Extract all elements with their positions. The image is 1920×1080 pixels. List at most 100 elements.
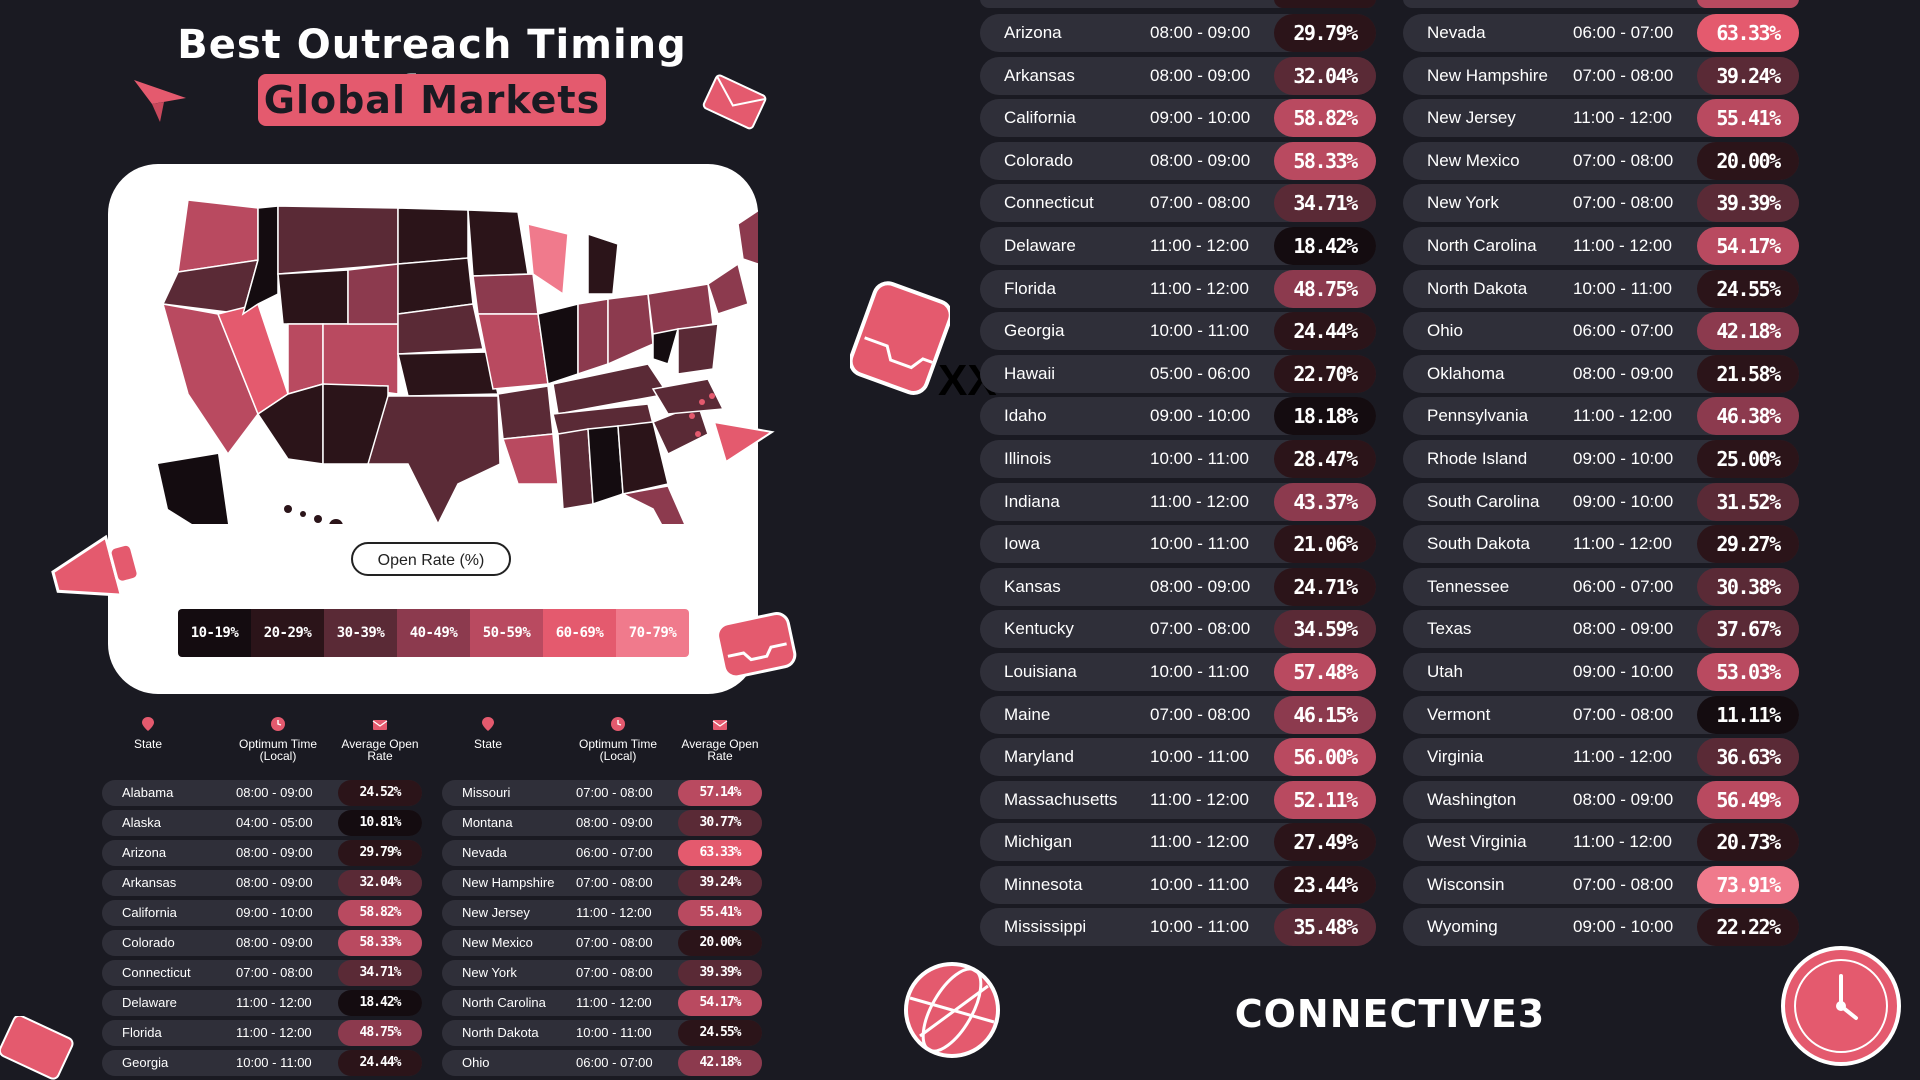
table-row: Arizona 08:00 - 09:00 29.79%	[102, 840, 422, 866]
open-rate-badge: 24.71%	[1274, 567, 1376, 606]
table-row: Minnesota 10:00 - 11:00 23.44%	[980, 865, 1376, 904]
optimum-time: 08:00 - 09:00	[1573, 789, 1674, 809]
state-name: New Hampshire	[462, 875, 555, 890]
table-row: New York 07:00 - 08:00 39.39%	[442, 960, 762, 986]
state-name: Arkansas	[122, 875, 177, 890]
open-rate-badge: 46.15%	[1274, 695, 1376, 734]
table-row: Pennsylvania 11:00 - 12:00 46.38%	[1403, 397, 1799, 436]
open-rate-badge: 42.18%	[1697, 312, 1799, 351]
hawaii-shape	[284, 505, 343, 524]
legend-swatch: 70-79%	[616, 609, 689, 657]
table-row: Alaska 04:00 - 05:00 10.81%	[102, 810, 422, 836]
state-name: Iowa	[1004, 534, 1040, 554]
state-name: Florida	[122, 1025, 162, 1040]
open-rate-label: Open Rate (%)	[351, 542, 511, 576]
clock-icon	[611, 717, 625, 731]
table-row: Mississippi 10:00 - 11:00 35.48%	[980, 908, 1376, 947]
table-row: Nevada 06:00 - 07:00 63.33%	[442, 840, 762, 866]
state-name: Kentucky	[1004, 619, 1074, 639]
open-rate-badge: 29.79%	[338, 840, 422, 866]
big-table-right: Nevada 06:00 - 07:00 63.33% New Hampshire 07…	[1403, 14, 1799, 951]
optimum-time: 06:00 - 07:00	[1573, 576, 1674, 596]
open-rate-badge: 11.11%	[1697, 695, 1799, 734]
table-row: North Dakota 10:00 - 11:00 24.55%	[442, 1020, 762, 1046]
state-name: North Carolina	[1427, 235, 1537, 255]
state-name: Pennsylvania	[1427, 406, 1529, 426]
small-table-right: Missouri 07:00 - 08:00 57.14% Montana 08:00 …	[442, 780, 762, 1080]
optimum-time: 10:00 - 11:00	[236, 1055, 312, 1070]
column-header-label: Average Open Rate	[341, 737, 419, 763]
column-header-time: Optimum Time (Local)	[578, 716, 658, 762]
envelope-icon	[712, 720, 728, 730]
open-rate-badge: 53.03%	[1697, 652, 1799, 691]
state-name: Missouri	[462, 785, 511, 800]
open-rate-badge: 55.41%	[1697, 99, 1799, 138]
open-rate-badge: 34.59%	[1274, 610, 1376, 649]
optimum-time: 06:00 - 07:00	[576, 845, 653, 860]
state-name: Nevada	[1427, 23, 1486, 42]
state-name: Wyoming	[1427, 917, 1498, 937]
optimum-time: 06:00 - 07:00	[1573, 23, 1674, 42]
table-row: New Jersey 11:00 - 12:00 55.41%	[1403, 99, 1799, 138]
open-rate-badge: 18.42%	[338, 990, 422, 1016]
optimum-time: 10:00 - 11:00	[1150, 321, 1249, 341]
state-name: Maryland	[1004, 747, 1074, 767]
optimum-time: 11:00 - 12:00	[1573, 747, 1672, 767]
table-row: New York 07:00 - 08:00 39.39%	[1403, 184, 1799, 223]
optimum-time: 10:00 - 11:00	[1150, 661, 1249, 681]
optimum-time: 11:00 - 12:00	[1150, 278, 1249, 298]
state-name: Georgia	[1004, 321, 1065, 341]
optimum-time: 06:00 - 07:00	[1573, 321, 1674, 341]
table-row: Missouri 07:00 - 08:00 57.14%	[442, 780, 762, 806]
table-row: Arkansas 08:00 - 09:00 32.04%	[102, 870, 422, 896]
state-name: Rhode Island	[1427, 448, 1528, 468]
table-row: New Jersey 11:00 - 12:00 55.41%	[442, 900, 762, 926]
open-rate-badge: 24.52%	[338, 780, 422, 806]
optimum-time: 09:00 - 10:00	[1150, 406, 1251, 426]
table-row: Idaho 09:00 - 10:00 18.18%	[980, 397, 1376, 436]
open-rate-badge: 18.18%	[1274, 397, 1376, 436]
open-rate-badge: 20.73%	[1697, 823, 1799, 862]
open-rate-badge: 24.55%	[1697, 269, 1799, 308]
optimum-time: 11:00 - 12:00	[1150, 491, 1249, 511]
table-row: Virginia 11:00 - 12:00 36.63%	[1403, 738, 1799, 777]
open-rate-badge: 55.41%	[678, 900, 762, 926]
table-row: Maine 07:00 - 08:00 46.15%	[980, 695, 1376, 734]
state-name: Washington	[1427, 789, 1517, 809]
table-row: South Dakota 11:00 - 12:00 29.27%	[1403, 525, 1799, 564]
open-rate-badge: 42.18%	[678, 1050, 762, 1076]
table-row: Washington 08:00 - 09:00 56.49%	[1403, 780, 1799, 819]
column-header-label: Average Open Rate	[681, 737, 759, 763]
optimum-time: 07:00 - 08:00	[1573, 150, 1674, 170]
open-rate-badge: 43.37%	[1274, 482, 1376, 521]
color-legend: 10-19% 20-29% 30-39% 40-49% 50-59% 60-69…	[178, 609, 689, 657]
table-row: Rhode Island 09:00 - 10:00 25.00%	[1403, 439, 1799, 478]
optimum-time: 08:00 - 09:00	[1573, 363, 1674, 383]
globe-icon	[904, 962, 1000, 1058]
table-row: Delaware 11:00 - 12:00 18.42%	[980, 226, 1376, 265]
open-rate-badge: 39.24%	[678, 870, 762, 896]
state-name: Texas	[1427, 619, 1472, 639]
inbox-icon	[716, 612, 797, 679]
state-name: Colorado	[122, 935, 175, 950]
big-table-left: Arizona 08:00 - 09:00 29.79% Arkansas 08:00 …	[980, 14, 1376, 951]
open-rate-badge: 58.82%	[1274, 99, 1376, 138]
optimum-time: 08:00 - 09:00	[1150, 576, 1251, 596]
state-name: Mississippi	[1004, 917, 1087, 937]
optimum-time: 07:00 - 08:00	[576, 875, 653, 890]
open-rate-badge: 54.17%	[1697, 226, 1799, 265]
table-row: Georgia 10:00 - 11:00 24.44%	[102, 1050, 422, 1076]
optimum-time: 07:00 - 08:00	[1573, 704, 1674, 724]
state-name: Massachusetts	[1004, 789, 1118, 809]
table-row: Louisiana 10:00 - 11:00 57.48%	[980, 652, 1376, 691]
open-rate-badge: 29.27%	[1697, 525, 1799, 564]
table-row: Utah 09:00 - 10:00 53.03%	[1403, 652, 1799, 691]
optimum-time: 07:00 - 08:00	[1150, 619, 1251, 639]
table-row: West Virginia 11:00 - 12:00 20.73%	[1403, 823, 1799, 862]
legend-swatch: 60-69%	[543, 609, 616, 657]
envelope-icon	[372, 720, 388, 730]
table-row: Florida 11:00 - 12:00 48.75%	[102, 1020, 422, 1046]
state-name: Delaware	[122, 995, 177, 1010]
table-row: New Mexico 07:00 - 08:00 20.00%	[1403, 141, 1799, 180]
optimum-time: 11:00 - 12:00	[1573, 534, 1672, 554]
